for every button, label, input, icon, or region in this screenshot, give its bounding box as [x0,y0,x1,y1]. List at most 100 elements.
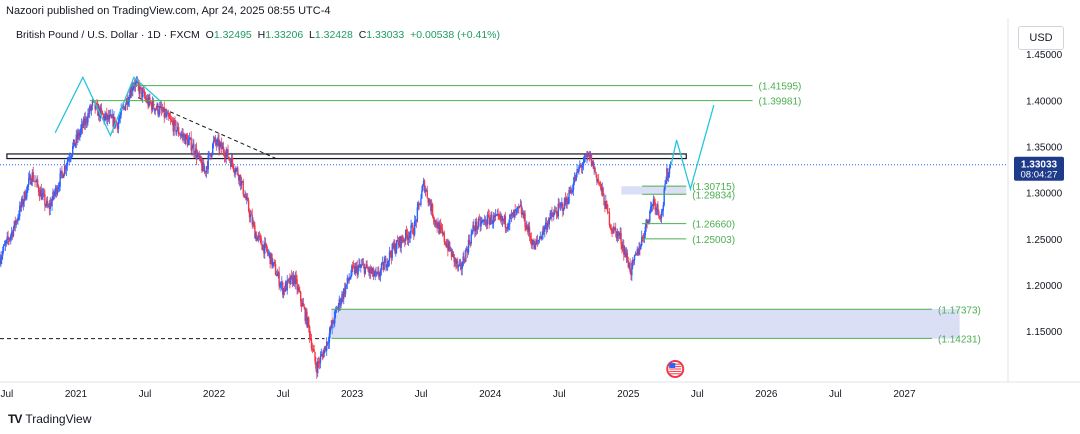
candle [626,249,629,263]
candle-body [63,165,66,175]
candle-body [185,134,188,138]
candle [314,351,316,365]
candle-body [203,162,205,172]
candle [243,194,245,199]
candle-body [255,234,257,239]
candle [296,274,298,295]
candle-body [588,152,590,156]
candle-body [212,144,214,154]
candle [83,113,86,130]
candle [185,133,188,140]
candle [574,175,577,182]
candle-body [652,199,655,206]
candle-body [159,106,162,108]
candle-body [667,168,669,179]
candle-body [236,168,238,170]
candle-body [82,118,85,128]
candle [316,362,318,379]
candle-body [419,203,421,205]
candle-body [23,191,25,202]
candle [38,187,41,201]
candle [320,348,323,357]
candle-body [576,169,578,173]
candle-body [275,274,278,276]
candle [418,201,420,210]
candle-body [426,189,428,198]
candle [27,183,29,193]
candle-body [640,245,642,250]
candle-body [387,261,389,267]
candle [567,197,569,205]
candle-body [159,106,161,114]
candle [99,104,102,122]
candle-body [352,266,355,268]
candle [422,177,425,187]
candle [357,265,359,278]
candle [396,235,399,242]
candle-body [243,194,245,198]
candle [150,101,153,114]
candle-body [144,96,147,99]
candle-body [363,264,366,274]
candle-body [626,253,629,261]
candle-body [343,288,346,295]
candle-body [533,240,535,250]
candle-body [609,225,612,228]
high-value: 1.33206 [265,29,304,41]
candle-body [429,199,431,205]
candle-body [133,84,135,88]
candle [200,155,202,164]
candle [79,129,81,142]
candle [315,356,317,372]
candle-body [520,204,523,215]
candle-body [240,181,243,186]
candle-body [266,249,269,254]
candle [321,351,323,361]
candle-body [247,197,249,201]
candle [69,152,71,163]
candle-body [274,264,277,275]
candle [272,258,274,269]
candle-body [392,244,394,248]
candle [380,262,383,276]
candle-body [295,275,297,280]
candle-body [256,237,259,241]
candle [632,259,635,266]
tradingview-brand[interactable]: TV TradingView [8,412,91,426]
candle-body [572,182,575,191]
candle-body [565,198,568,205]
candle-body [668,167,671,174]
currency-button[interactable]: USD [1018,26,1064,50]
candle [439,220,441,235]
candle-body [561,203,563,205]
candle [341,290,343,304]
candle-body [10,231,13,236]
candle [475,217,478,235]
candle-body [311,348,314,350]
symbol-name[interactable]: British Pound / U.S. Dollar · 1D · FXCM [16,29,200,41]
candle [530,232,533,249]
candle-body [299,291,302,302]
candle [404,229,407,245]
candle [633,254,636,265]
candle [423,179,426,194]
x-tick-9: 2025 [617,389,640,400]
candle [184,133,186,145]
candle [308,315,310,333]
candle-body [510,214,513,216]
candle [582,156,585,171]
candle-body [373,275,375,277]
candle-body [538,239,541,241]
candle [434,219,437,228]
candle [180,130,183,139]
candle [124,102,127,112]
candle-body [315,361,317,369]
candle [126,93,129,111]
candle [575,172,577,182]
candle [120,103,122,119]
candle-body [103,115,105,121]
x-tick-2: Jul [139,389,152,400]
candle [624,247,627,258]
candle [250,210,253,216]
